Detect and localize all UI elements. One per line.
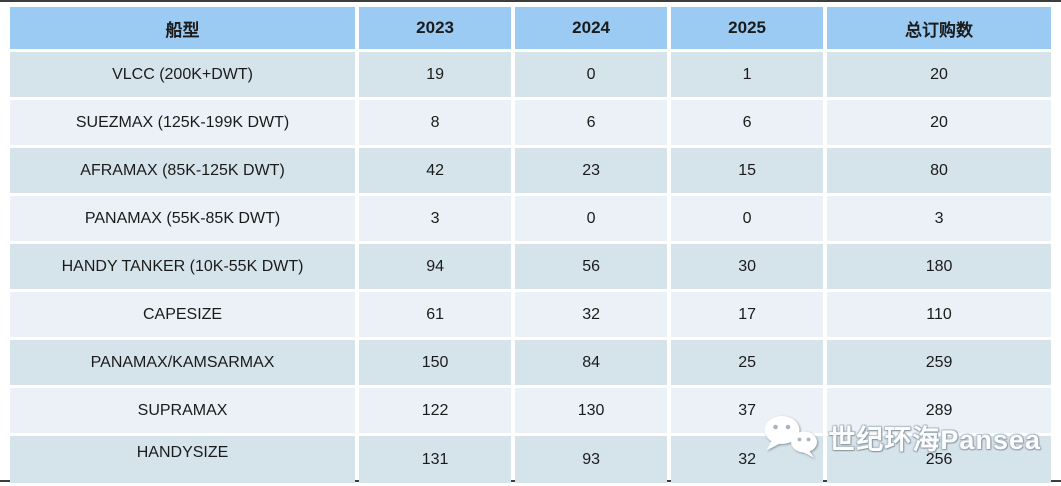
value-cell: 61 bbox=[359, 292, 512, 337]
table-row: VLCC (200K+DWT) 19 0 1 20 bbox=[10, 52, 1051, 97]
table-body: VLCC (200K+DWT) 19 0 1 20 SUEZMAX (125K-199K … bbox=[10, 52, 1051, 483]
table-row: CAPESIZE 61 32 17 110 bbox=[10, 292, 1051, 337]
value-cell: 0 bbox=[671, 196, 824, 241]
value-cell: 0 bbox=[515, 52, 668, 97]
column-header: 2024 bbox=[515, 7, 668, 49]
value-cell: 122 bbox=[359, 388, 512, 433]
value-cell: 8 bbox=[359, 100, 512, 145]
header-row: 船型 2023 2024 2025 总订购数 bbox=[10, 7, 1051, 49]
value-cell: 32 bbox=[515, 292, 668, 337]
value-cell: 37 bbox=[671, 388, 824, 433]
value-cell: 150 bbox=[359, 340, 512, 385]
value-cell: 32 bbox=[671, 436, 824, 483]
value-cell: 1 bbox=[671, 52, 824, 97]
column-header: 船型 bbox=[10, 7, 356, 49]
value-cell: 0 bbox=[515, 196, 668, 241]
ship-type-cell: AFRAMAX (85K-125K DWT) bbox=[10, 148, 356, 193]
table-row: PANAMAX (55K-85K DWT) 3 0 0 3 bbox=[10, 196, 1051, 241]
value-cell: 94 bbox=[359, 244, 512, 289]
value-cell: 131 bbox=[359, 436, 512, 483]
value-cell: 6 bbox=[515, 100, 668, 145]
value-cell: 3 bbox=[359, 196, 512, 241]
total-cell: 80 bbox=[827, 148, 1051, 193]
value-cell: 23 bbox=[515, 148, 668, 193]
table-row: SUEZMAX (125K-199K DWT) 8 6 6 20 bbox=[10, 100, 1051, 145]
ship-orders-table: 船型 2023 2024 2025 总订购数 VLCC (200K+DWT) 19 0 1 20… bbox=[6, 4, 1055, 486]
column-header: 2023 bbox=[359, 7, 512, 49]
total-cell: 20 bbox=[827, 100, 1051, 145]
table-row: PANAMAX/KAMSARMAX 150 84 25 259 bbox=[10, 340, 1051, 385]
value-cell: 15 bbox=[671, 148, 824, 193]
column-header: 2025 bbox=[671, 7, 824, 49]
total-cell: 256 bbox=[827, 436, 1051, 483]
table-row: HANDY TANKER (10K-55K DWT) 94 56 30 180 bbox=[10, 244, 1051, 289]
ship-type-cell: HANDYSIZE bbox=[10, 436, 356, 483]
ship-type-cell: CAPESIZE bbox=[10, 292, 356, 337]
ship-type-cell: HANDY TANKER (10K-55K DWT) bbox=[10, 244, 356, 289]
table-row: AFRAMAX (85K-125K DWT) 42 23 15 80 bbox=[10, 148, 1051, 193]
total-cell: 289 bbox=[827, 388, 1051, 433]
total-cell: 110 bbox=[827, 292, 1051, 337]
value-cell: 25 bbox=[671, 340, 824, 385]
column-header: 总订购数 bbox=[827, 7, 1051, 49]
value-cell: 56 bbox=[515, 244, 668, 289]
total-cell: 3 bbox=[827, 196, 1051, 241]
value-cell: 6 bbox=[671, 100, 824, 145]
ship-type-cell: SUPRAMAX bbox=[10, 388, 356, 433]
value-cell: 42 bbox=[359, 148, 512, 193]
value-cell: 130 bbox=[515, 388, 668, 433]
ship-type-cell: VLCC (200K+DWT) bbox=[10, 52, 356, 97]
total-cell: 259 bbox=[827, 340, 1051, 385]
value-cell: 30 bbox=[671, 244, 824, 289]
total-cell: 20 bbox=[827, 52, 1051, 97]
value-cell: 93 bbox=[515, 436, 668, 483]
table-row: HANDYSIZE 131 93 32 256 bbox=[10, 436, 1051, 483]
table-row: SUPRAMAX 122 130 37 289 bbox=[10, 388, 1051, 433]
ship-type-cell: PANAMAX (55K-85K DWT) bbox=[10, 196, 356, 241]
value-cell: 84 bbox=[515, 340, 668, 385]
ship-type-cell: SUEZMAX (125K-199K DWT) bbox=[10, 100, 356, 145]
ship-type-cell: PANAMAX/KAMSARMAX bbox=[10, 340, 356, 385]
value-cell: 19 bbox=[359, 52, 512, 97]
total-cell: 180 bbox=[827, 244, 1051, 289]
value-cell: 17 bbox=[671, 292, 824, 337]
